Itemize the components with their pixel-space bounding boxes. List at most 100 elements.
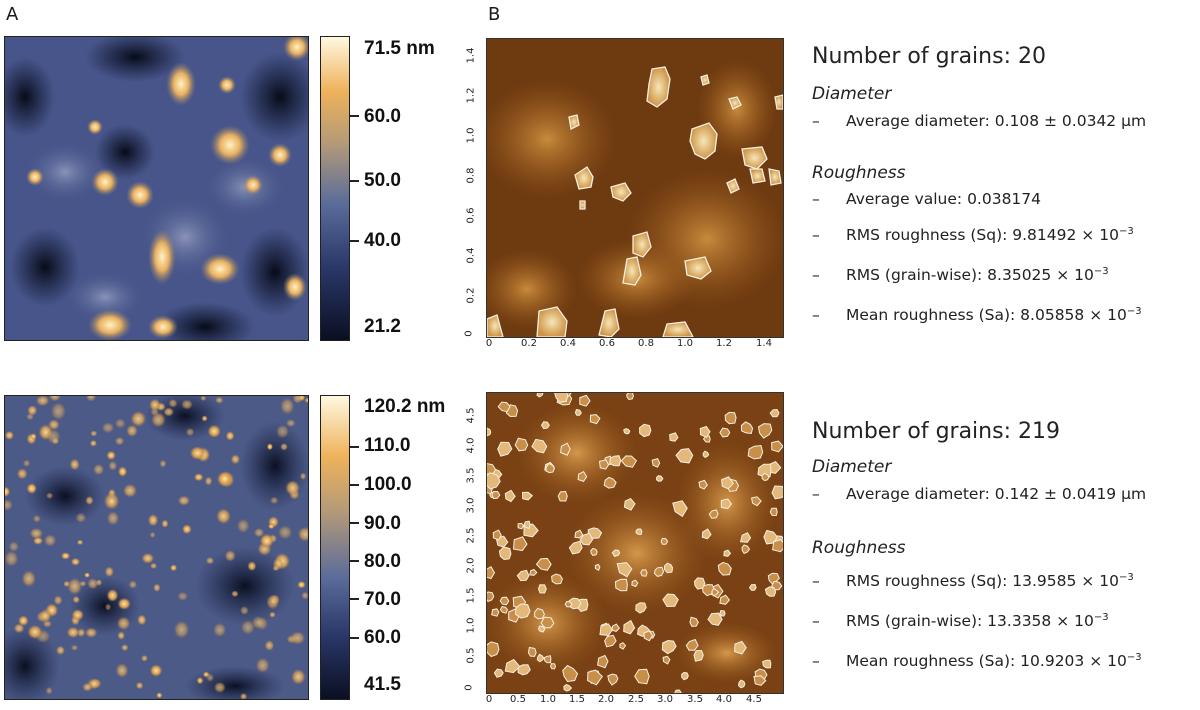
roughness-heading: Roughness — [812, 538, 906, 558]
roughness-text: RMS (grain-wise): 13.3358 × 10 — [846, 612, 1094, 631]
x-axis-top: 0 0.2 0.4 0.6 0.8 1.0 1.2 1.4 — [486, 338, 782, 354]
colorbar-top-ticks — [349, 36, 361, 339]
bullet-dash: – — [812, 306, 820, 325]
x-tick-label: 1.0 — [677, 338, 693, 349]
grain-count-title: Number of grains: 20 — [812, 44, 1046, 69]
bullet-dash: – — [812, 485, 820, 503]
roughness-item: – RMS roughness (Sq): 13.9585 × 10−3 — [812, 572, 1134, 590]
y-tick-label: 0.4 — [465, 247, 477, 264]
afm-height-map-bottom — [4, 395, 309, 700]
roughness-item: – RMS (grain-wise): 8.35025 × 10−3 — [812, 266, 1109, 284]
colorbar-tick — [349, 180, 359, 182]
panel-label-a: A — [6, 4, 19, 25]
panel-label-b: B — [488, 4, 501, 25]
bullet-dash: – — [812, 226, 820, 245]
colorbar-top — [320, 36, 350, 341]
x-tick-label: 0.4 — [560, 338, 576, 349]
x-tick-label: 1.4 — [756, 338, 772, 349]
x-tick-label: 1.5 — [569, 694, 585, 705]
y-tick-label: 2.0 — [465, 557, 477, 574]
bullet-dash: – — [812, 112, 820, 130]
diameter-heading: Diameter — [812, 457, 892, 477]
exponent: −3 — [1118, 572, 1134, 583]
colorbar-tick — [349, 446, 359, 448]
y-tick-label: 0 — [463, 684, 475, 691]
roughness-text: Mean roughness (Sa): 10.9203 × 10 — [846, 652, 1127, 671]
colorbar-tick — [349, 522, 359, 524]
x-tick-label: 2.5 — [628, 694, 644, 705]
colorbar-top-max-label: 71.5 nm — [364, 38, 435, 59]
x-tick-label: 0.5 — [510, 694, 526, 705]
bullet-dash: – — [812, 652, 820, 671]
y-tick-label: 1.5 — [465, 587, 477, 604]
x-tick-label: 1.0 — [540, 694, 556, 705]
afm-height-map-top — [4, 36, 309, 341]
diameter-value: – Average diameter: 0.108 ± 0.0342 μm — [812, 112, 1146, 130]
exponent: −3 — [1093, 266, 1109, 277]
bullet-dash: – — [812, 190, 820, 208]
diameter-value: – Average diameter: 0.142 ± 0.0419 μm — [812, 485, 1146, 503]
x-tick-label: 0.6 — [599, 338, 615, 349]
roughness-item: – RMS roughness (Sq): 9.81492 × 10−3 — [812, 226, 1134, 244]
diameter-heading: Diameter — [812, 84, 892, 104]
colorbar-bottom-ticks — [349, 395, 361, 698]
y-tick-label: 0 — [463, 330, 475, 337]
y-axis-top: 0 0.2 0.4 0.6 0.8 1.0 1.2 1.4 — [463, 38, 484, 337]
y-tick-label: 1.4 — [465, 47, 477, 64]
colorbar-top-tick-label: 60.0 — [364, 106, 401, 127]
x-tick-label: 0.8 — [638, 338, 654, 349]
x-tick-label: 2.0 — [598, 694, 614, 705]
y-tick-label: 3.0 — [465, 497, 477, 514]
x-tick-label: 3.0 — [657, 694, 673, 705]
exponent: −3 — [1118, 226, 1134, 237]
x-tick-label: 0.2 — [521, 338, 537, 349]
roughness-text: RMS roughness (Sq): 13.9585 × 10 — [846, 572, 1119, 591]
diameter-text: Average diameter: 0.108 ± 0.0342 μm — [846, 112, 1147, 130]
roughness-heading: Roughness — [812, 163, 906, 183]
y-tick-label: 3.5 — [465, 467, 477, 484]
exponent: −3 — [1126, 652, 1142, 663]
colorbar-bottom — [320, 395, 350, 700]
y-axis-bottom: 0 0.5 1.0 1.5 2.0 2.5 3.0 3.5 4.0 4.5 — [463, 392, 484, 692]
y-tick-label: 0.6 — [465, 207, 477, 224]
colorbar-bottom-tick-label: 100.0 — [364, 474, 412, 495]
colorbar-top-min-label: 21.2 — [364, 316, 401, 337]
colorbar-bottom-tick-label: 90.0 — [364, 513, 401, 534]
colorbar-tick — [349, 240, 359, 242]
colorbar-bottom-min-label: 41.5 — [364, 674, 401, 695]
x-tick-label: 4.0 — [716, 694, 732, 705]
y-tick-label: 0.2 — [465, 287, 477, 304]
x-axis-bottom: 0 0.5 1.0 1.5 2.0 2.5 3.0 3.5 4.0 4.5 — [486, 694, 782, 710]
colorbar-bottom-tick-label: 60.0 — [364, 627, 401, 648]
colorbar-tick — [349, 637, 359, 639]
roughness-item: – Average value: 0.038174 — [812, 190, 1041, 208]
roughness-item: – Mean roughness (Sa): 10.9203 × 10−3 — [812, 652, 1142, 670]
colorbar-tick — [349, 560, 359, 562]
x-tick-label: 0 — [485, 338, 493, 349]
roughness-text: Average value: 0.038174 — [846, 190, 1042, 208]
bullet-dash: – — [812, 572, 820, 591]
colorbar-bottom-tick-label: 110.0 — [364, 435, 411, 456]
roughness-item: – RMS (grain-wise): 13.3358 × 10−3 — [812, 612, 1109, 630]
roughness-item: – Mean roughness (Sa): 8.05858 × 10−3 — [812, 306, 1142, 324]
roughness-text: RMS roughness (Sq): 9.81492 × 10 — [846, 226, 1119, 245]
grain-map-bottom — [486, 392, 784, 694]
x-tick-label: 1.2 — [716, 338, 732, 349]
x-tick-label: 4.5 — [746, 694, 762, 705]
colorbar-tick — [349, 115, 359, 117]
bullet-dash: – — [812, 266, 820, 285]
grain-map-top — [486, 38, 784, 338]
y-tick-label: 4.5 — [465, 407, 477, 424]
bullet-dash: – — [812, 612, 820, 631]
colorbar-tick — [349, 484, 359, 486]
y-tick-label: 4.0 — [465, 437, 477, 454]
colorbar-bottom-max-label: 120.2 nm — [364, 396, 446, 417]
y-tick-label: 1.2 — [465, 87, 477, 104]
exponent: −3 — [1126, 306, 1142, 317]
colorbar-bottom-tick-label: 80.0 — [364, 551, 401, 572]
x-tick-label: 3.5 — [687, 694, 703, 705]
y-tick-label: 0.8 — [465, 167, 477, 184]
diameter-text: Average diameter: 0.142 ± 0.0419 μm — [846, 485, 1147, 503]
colorbar-top-tick-label: 40.0 — [364, 230, 401, 251]
colorbar-top-tick-label: 50.0 — [364, 170, 401, 191]
